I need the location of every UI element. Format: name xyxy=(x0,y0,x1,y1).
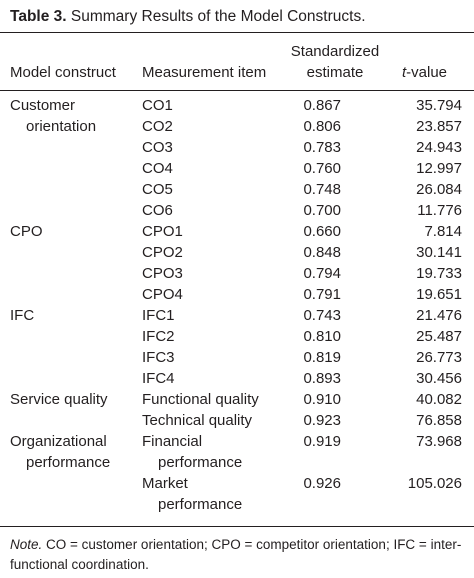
t-value: 25.487 xyxy=(416,328,462,345)
header-rule xyxy=(0,90,474,91)
t-value: 35.794 xyxy=(416,97,462,114)
standardized-estimate: 0.760 xyxy=(303,160,341,177)
caption-label: Table 3. xyxy=(10,8,67,25)
t-value: 76.858 xyxy=(416,412,462,429)
caption-title: Summary Results of the Model Constructs. xyxy=(70,8,366,25)
header-estimate: estimate xyxy=(306,64,364,81)
standardized-estimate: 0.748 xyxy=(303,181,341,198)
measurement-item: Functional quality xyxy=(142,391,259,408)
t-value: 7.814 xyxy=(424,223,462,240)
measurement-item: CPO3 xyxy=(142,265,183,282)
model-construct-label: IFC xyxy=(10,307,35,324)
standardized-estimate: 0.660 xyxy=(303,223,341,240)
measurement-item: CPO2 xyxy=(142,244,183,261)
model-construct-label: CPO xyxy=(10,223,43,240)
t-value: 24.943 xyxy=(416,139,462,156)
measurement-item: IFC3 xyxy=(142,349,175,366)
standardized-estimate: 0.867 xyxy=(303,97,341,114)
measurement-item: IFC1 xyxy=(142,307,175,324)
measurement-item: Technical quality xyxy=(142,412,253,429)
header-t-letter: t xyxy=(402,64,407,81)
header-measurement-item: Measurement item xyxy=(142,64,267,81)
t-value: 40.082 xyxy=(416,391,462,408)
table-note: Note. CO = customer orientation; CPO = c… xyxy=(10,535,470,575)
header-t-value: t-value xyxy=(402,62,447,83)
measurement-item: CO4 xyxy=(142,160,173,177)
measurement-item: CO1 xyxy=(142,97,173,114)
model-construct-label: orientation xyxy=(26,118,97,135)
measurement-item: CO3 xyxy=(142,139,173,156)
t-value: 26.084 xyxy=(416,181,462,198)
model-construct-label: performance xyxy=(26,454,111,471)
header-model-construct: Model construct xyxy=(10,64,116,81)
model-construct-label: Service quality xyxy=(10,391,108,408)
t-value: 21.476 xyxy=(416,307,462,324)
measurement-item: CO2 xyxy=(142,118,173,135)
t-value: 105.026 xyxy=(407,475,462,492)
standardized-estimate: 0.923 xyxy=(303,412,341,429)
standardized-estimate: 0.926 xyxy=(303,475,341,492)
t-value: 73.968 xyxy=(416,433,462,450)
standardized-estimate: 0.783 xyxy=(303,139,341,156)
measurement-item: performance xyxy=(158,496,243,513)
standardized-estimate: 0.791 xyxy=(303,286,341,303)
t-value: 12.997 xyxy=(416,160,462,177)
header-t-suffix: -value xyxy=(406,64,448,81)
standardized-estimate: 0.893 xyxy=(303,370,341,387)
model-construct-label: Organizational xyxy=(10,433,107,450)
t-value: 11.776 xyxy=(417,202,462,219)
header-standardized: Standardized xyxy=(290,43,380,60)
standardized-estimate: 0.806 xyxy=(303,118,341,135)
measurement-item: CO5 xyxy=(142,181,173,198)
standardized-estimate: 0.848 xyxy=(303,244,341,261)
table-caption: Table 3. Summary Results of the Model Co… xyxy=(10,6,366,28)
standardized-estimate: 0.910 xyxy=(303,391,341,408)
measurement-item: CPO4 xyxy=(142,286,183,303)
t-value: 30.456 xyxy=(416,370,462,387)
measurement-item: IFC4 xyxy=(142,370,175,387)
t-value: 30.141 xyxy=(416,244,462,261)
standardized-estimate: 0.743 xyxy=(303,307,341,324)
standardized-estimate: 0.919 xyxy=(303,433,341,450)
t-value: 26.773 xyxy=(416,349,462,366)
measurement-item: IFC2 xyxy=(142,328,175,345)
standardized-estimate: 0.819 xyxy=(303,349,341,366)
top-rule xyxy=(0,32,474,33)
standardized-estimate: 0.700 xyxy=(303,202,341,219)
measurement-item: CO6 xyxy=(142,202,173,219)
t-value: 19.651 xyxy=(416,286,462,303)
measurement-item: Financial xyxy=(142,433,203,450)
bottom-rule xyxy=(0,526,474,527)
note-label: Note. xyxy=(10,537,43,552)
measurement-item: performance xyxy=(158,454,243,471)
note-text: CO = customer orientation; CPO = competi… xyxy=(10,537,462,572)
model-construct-label: Customer xyxy=(10,97,76,114)
standardized-estimate: 0.810 xyxy=(303,328,341,345)
t-value: 19.733 xyxy=(416,265,462,282)
t-value: 23.857 xyxy=(416,118,462,135)
standardized-estimate: 0.794 xyxy=(303,265,341,282)
measurement-item: CPO1 xyxy=(142,223,183,240)
measurement-item: Market xyxy=(142,475,188,492)
